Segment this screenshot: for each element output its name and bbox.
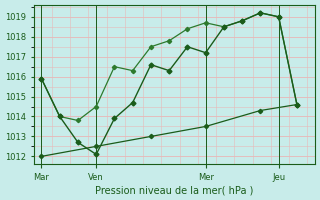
X-axis label: Pression niveau de la mer( hPa ): Pression niveau de la mer( hPa ) (95, 185, 253, 195)
